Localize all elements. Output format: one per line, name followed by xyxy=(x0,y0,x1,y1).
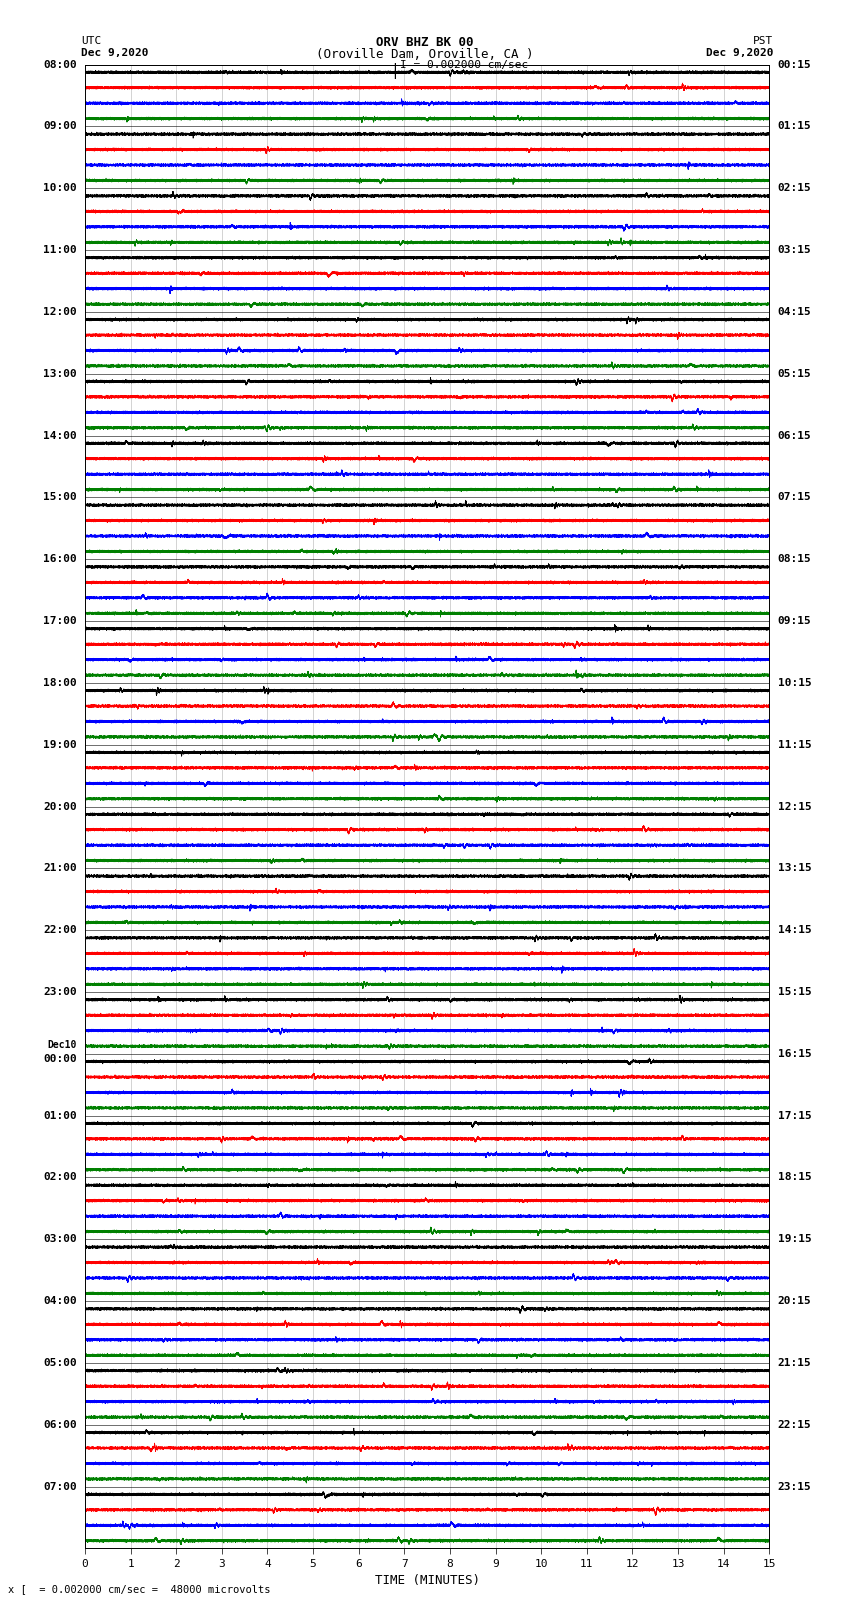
Text: Dec10: Dec10 xyxy=(48,1040,76,1050)
Text: 23:00: 23:00 xyxy=(42,987,76,997)
Text: 09:00: 09:00 xyxy=(42,121,76,131)
Text: 19:00: 19:00 xyxy=(42,740,76,750)
Text: 12:00: 12:00 xyxy=(42,306,76,316)
Text: 01:00: 01:00 xyxy=(42,1111,76,1121)
Text: 21:15: 21:15 xyxy=(778,1358,812,1368)
Text: 03:00: 03:00 xyxy=(42,1234,76,1244)
Text: 17:15: 17:15 xyxy=(778,1111,812,1121)
Text: 06:15: 06:15 xyxy=(778,431,812,440)
Text: 07:15: 07:15 xyxy=(778,492,812,502)
Text: 00:00: 00:00 xyxy=(42,1055,76,1065)
Text: (Oroville Dam, Oroville, CA ): (Oroville Dam, Oroville, CA ) xyxy=(316,48,534,61)
Text: 20:15: 20:15 xyxy=(778,1297,812,1307)
Text: UTC: UTC xyxy=(81,37,101,47)
Text: Dec 9,2020: Dec 9,2020 xyxy=(706,48,774,58)
Text: 18:15: 18:15 xyxy=(778,1173,812,1182)
Text: 04:00: 04:00 xyxy=(42,1297,76,1307)
Text: 08:00: 08:00 xyxy=(42,60,76,69)
Text: 14:15: 14:15 xyxy=(778,926,812,936)
Text: 11:15: 11:15 xyxy=(778,740,812,750)
Text: 17:00: 17:00 xyxy=(42,616,76,626)
Text: 08:15: 08:15 xyxy=(778,555,812,565)
Text: 02:00: 02:00 xyxy=(42,1173,76,1182)
Text: 05:00: 05:00 xyxy=(42,1358,76,1368)
Text: 02:15: 02:15 xyxy=(778,184,812,194)
Text: 22:00: 22:00 xyxy=(42,926,76,936)
Text: 14:00: 14:00 xyxy=(42,431,76,440)
Text: 10:00: 10:00 xyxy=(42,184,76,194)
Text: Dec 9,2020: Dec 9,2020 xyxy=(81,48,148,58)
Text: ORV BHZ BK 00: ORV BHZ BK 00 xyxy=(377,37,473,50)
Text: 16:15: 16:15 xyxy=(778,1048,812,1058)
Text: 21:00: 21:00 xyxy=(42,863,76,873)
Text: 04:15: 04:15 xyxy=(778,306,812,316)
Text: 00:15: 00:15 xyxy=(778,60,812,69)
Text: 16:00: 16:00 xyxy=(42,555,76,565)
Text: 13:15: 13:15 xyxy=(778,863,812,873)
Text: 10:15: 10:15 xyxy=(778,677,812,687)
Text: 23:15: 23:15 xyxy=(778,1482,812,1492)
Text: 06:00: 06:00 xyxy=(42,1419,76,1429)
Text: 03:15: 03:15 xyxy=(778,245,812,255)
Text: 11:00: 11:00 xyxy=(42,245,76,255)
Text: x [  = 0.002000 cm/sec =  48000 microvolts: x [ = 0.002000 cm/sec = 48000 microvolts xyxy=(8,1584,271,1594)
Text: 20:00: 20:00 xyxy=(42,802,76,811)
Text: I = 0.002000 cm/sec: I = 0.002000 cm/sec xyxy=(400,60,528,69)
Text: 12:15: 12:15 xyxy=(778,802,812,811)
Text: 05:15: 05:15 xyxy=(778,369,812,379)
Text: 15:15: 15:15 xyxy=(778,987,812,997)
Text: 09:15: 09:15 xyxy=(778,616,812,626)
Text: 01:15: 01:15 xyxy=(778,121,812,131)
Text: 22:15: 22:15 xyxy=(778,1419,812,1429)
X-axis label: TIME (MINUTES): TIME (MINUTES) xyxy=(375,1574,479,1587)
Text: 19:15: 19:15 xyxy=(778,1234,812,1244)
Text: 13:00: 13:00 xyxy=(42,369,76,379)
Text: PST: PST xyxy=(753,37,774,47)
Text: 07:00: 07:00 xyxy=(42,1482,76,1492)
Text: 15:00: 15:00 xyxy=(42,492,76,502)
Text: 18:00: 18:00 xyxy=(42,677,76,687)
